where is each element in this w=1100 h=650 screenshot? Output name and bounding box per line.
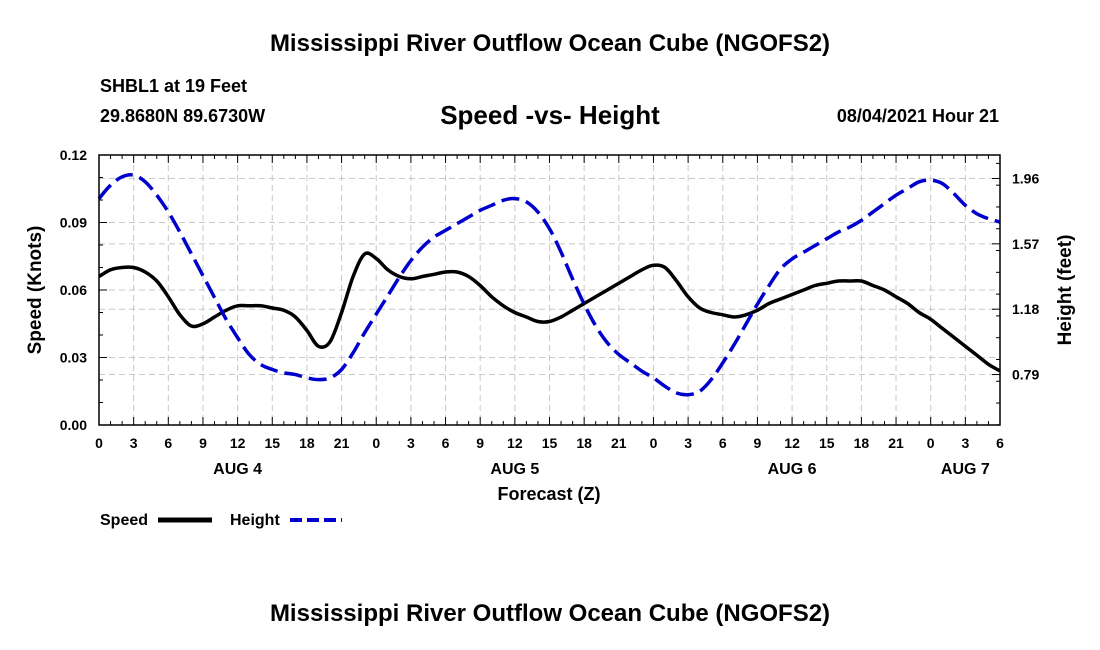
x-tick-label: 18 — [299, 435, 315, 451]
x-tick-label: 6 — [719, 435, 727, 451]
y2-tick-label: 1.96 — [1012, 170, 1039, 186]
grid-layer — [99, 155, 1000, 425]
x-tick-label: 6 — [164, 435, 172, 451]
ticks-layer — [98, 154, 1001, 426]
x-tick-label: 18 — [854, 435, 870, 451]
x-tick-label: 18 — [576, 435, 592, 451]
chart-subtitle: Speed -vs- Height — [440, 100, 660, 130]
x-tick-label: 3 — [961, 435, 969, 451]
x-tick-label: 3 — [130, 435, 138, 451]
x-tick-label: 12 — [784, 435, 800, 451]
y-tick-label: 0.06 — [60, 282, 87, 298]
y2-tick-label: 1.57 — [1012, 236, 1039, 252]
datestamp-label: 08/04/2021 Hour 21 — [836, 106, 999, 126]
x-tick-label: 6 — [996, 435, 1004, 451]
y-tick-label: 0.00 — [60, 417, 87, 433]
y2-tick-label: 0.79 — [1012, 367, 1039, 383]
x-axis-label: Forecast (Z) — [497, 484, 600, 504]
day-label: AUG 4 — [213, 461, 262, 478]
day-label: AUG 7 — [941, 461, 990, 478]
x-tick-label: 3 — [407, 435, 415, 451]
y-tick-label: 0.12 — [60, 147, 87, 163]
y-tick-label: 0.03 — [60, 350, 87, 366]
legend: Speed Height — [100, 512, 342, 529]
x-tick-label: 0 — [650, 435, 658, 451]
coordinates-label: 29.8680N 89.6730W — [100, 106, 266, 126]
legend-speed-label: Speed — [100, 512, 148, 529]
speed-series-line — [98, 251, 1001, 373]
x-tick-label: 12 — [230, 435, 246, 451]
y2-axis-label: Height (feet) — [1055, 235, 1076, 346]
x-tick-label: 12 — [507, 435, 523, 451]
x-tick-label: 15 — [542, 435, 558, 451]
x-tick-label: 15 — [264, 435, 280, 451]
x-tick-label: 0 — [372, 435, 380, 451]
station-label: SHBL1 at 19 Feet — [100, 76, 248, 96]
x-tick-label: 0 — [927, 435, 935, 451]
x-tick-label: 9 — [476, 435, 484, 451]
day-label: AUG 5 — [490, 461, 539, 478]
legend-height-label: Height — [230, 512, 280, 529]
day-label: AUG 6 — [768, 461, 817, 478]
y2-tick-label: 1.18 — [1012, 301, 1039, 317]
labels-layer: 0 3 6 9 12 15 18 21 0 3 6 9 12 15 18 21 0 3 6 9 12 15 18 21 0 3 6A… — [60, 147, 1040, 478]
y-tick-label: 0.09 — [60, 215, 87, 231]
chart-title: Mississippi River Outflow Ocean Cube (NG… — [269, 30, 831, 57]
x-tick-label: 21 — [888, 435, 904, 451]
x-tick-label: 9 — [199, 435, 207, 451]
x-tick-label: 3 — [684, 435, 692, 451]
x-tick-label: 15 — [819, 435, 835, 451]
x-tick-label: 0 — [95, 435, 103, 451]
height-series-line — [97, 173, 1001, 397]
x-tick-label: 21 — [334, 435, 350, 451]
x-tick-label: 9 — [754, 435, 762, 451]
x-tick-label: 6 — [442, 435, 450, 451]
x-tick-label: 21 — [611, 435, 627, 451]
series-layer — [97, 173, 1001, 397]
y-axis-label: Speed (Knots) — [25, 226, 46, 355]
footer-title: Mississippi River Outflow Ocean Cube (NG… — [269, 600, 831, 627]
